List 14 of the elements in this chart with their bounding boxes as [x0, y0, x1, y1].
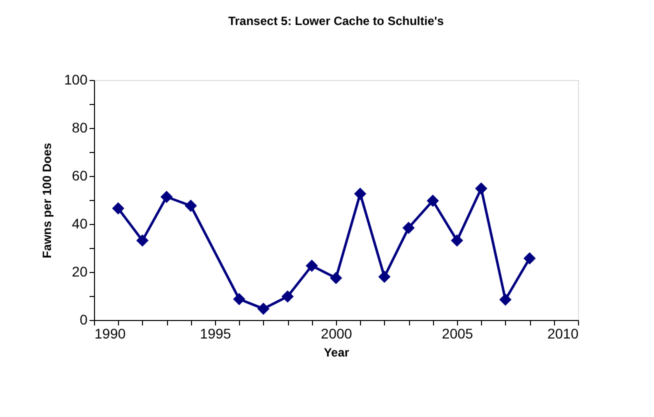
x-tick-label: 2005: [442, 326, 474, 342]
x-tick-label: 1990: [94, 326, 126, 342]
x-tick-label: 2000: [320, 326, 352, 342]
y-tick-label: 20: [72, 264, 88, 280]
x-tick-label: 2010: [547, 326, 579, 342]
y-axis-title: Fawns per 100 Does: [40, 142, 54, 258]
y-tick-label: 80: [72, 120, 88, 136]
chart-title: Transect 5: Lower Cache to Schultie's: [228, 14, 444, 28]
y-tick-label: 40: [72, 216, 88, 232]
y-tick-label: 0: [80, 312, 88, 328]
x-tick-label: 1995: [200, 326, 232, 342]
y-tick-label: 60: [72, 168, 88, 184]
x-axis-title: Year: [324, 346, 350, 360]
y-tick-label: 100: [64, 72, 88, 88]
